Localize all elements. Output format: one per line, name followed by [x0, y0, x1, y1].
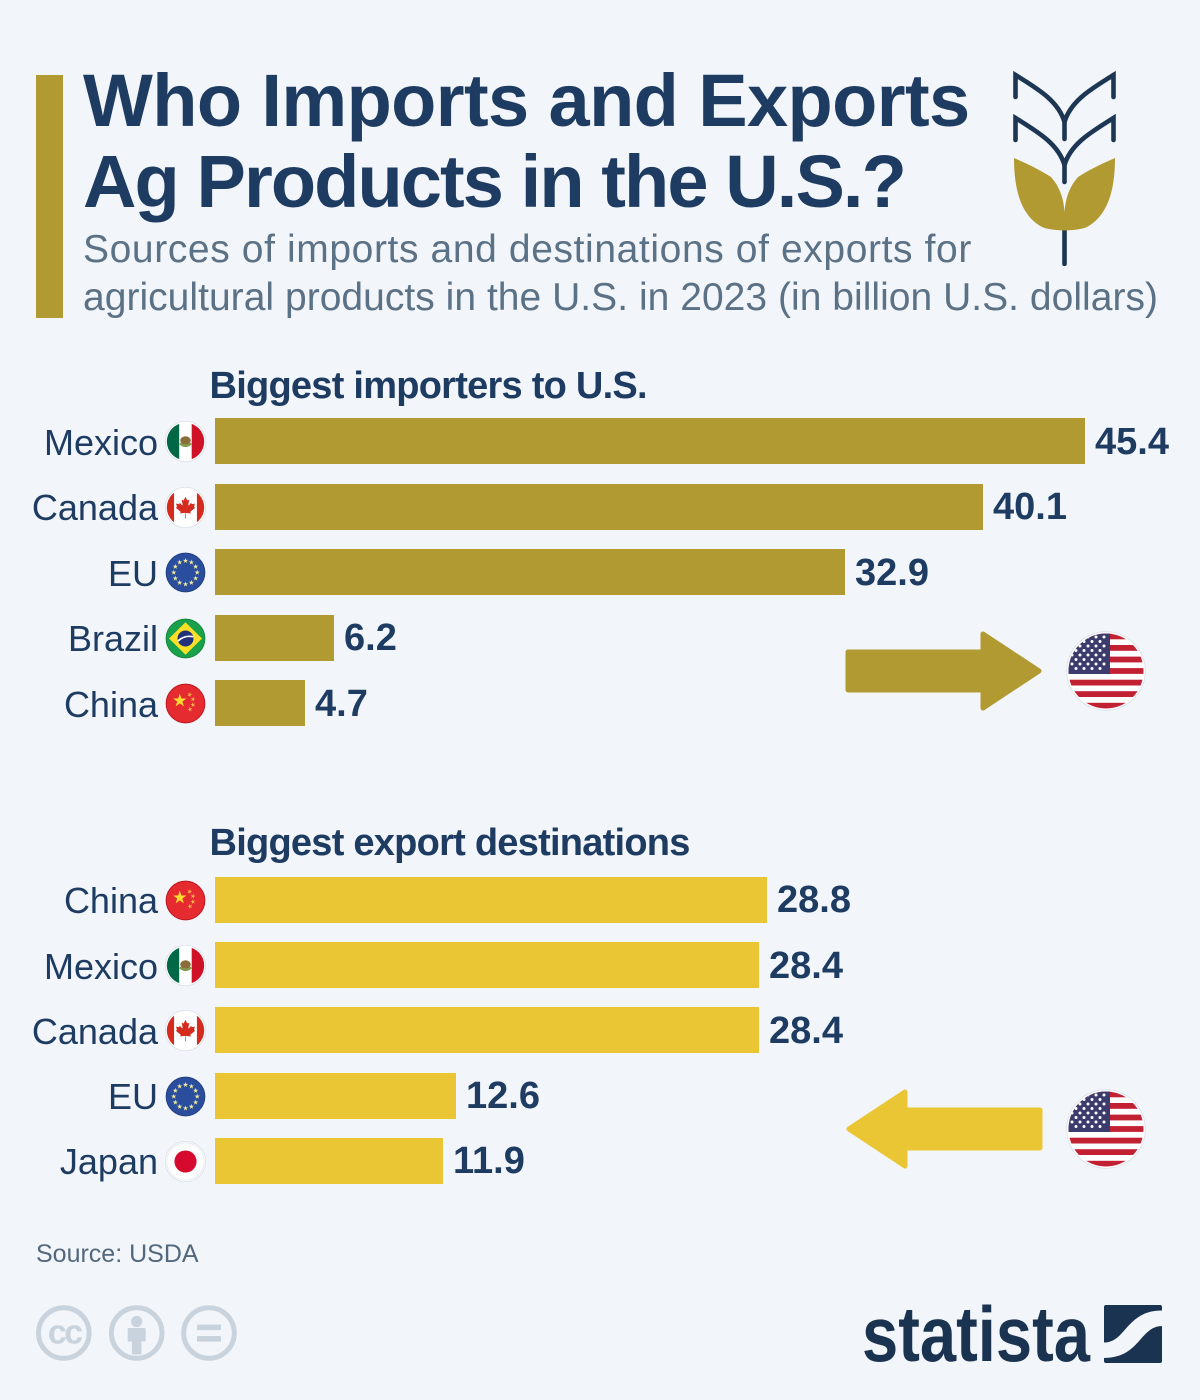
svg-text:statista: statista — [862, 1297, 1091, 1369]
svg-text:cc: cc — [47, 1314, 81, 1352]
